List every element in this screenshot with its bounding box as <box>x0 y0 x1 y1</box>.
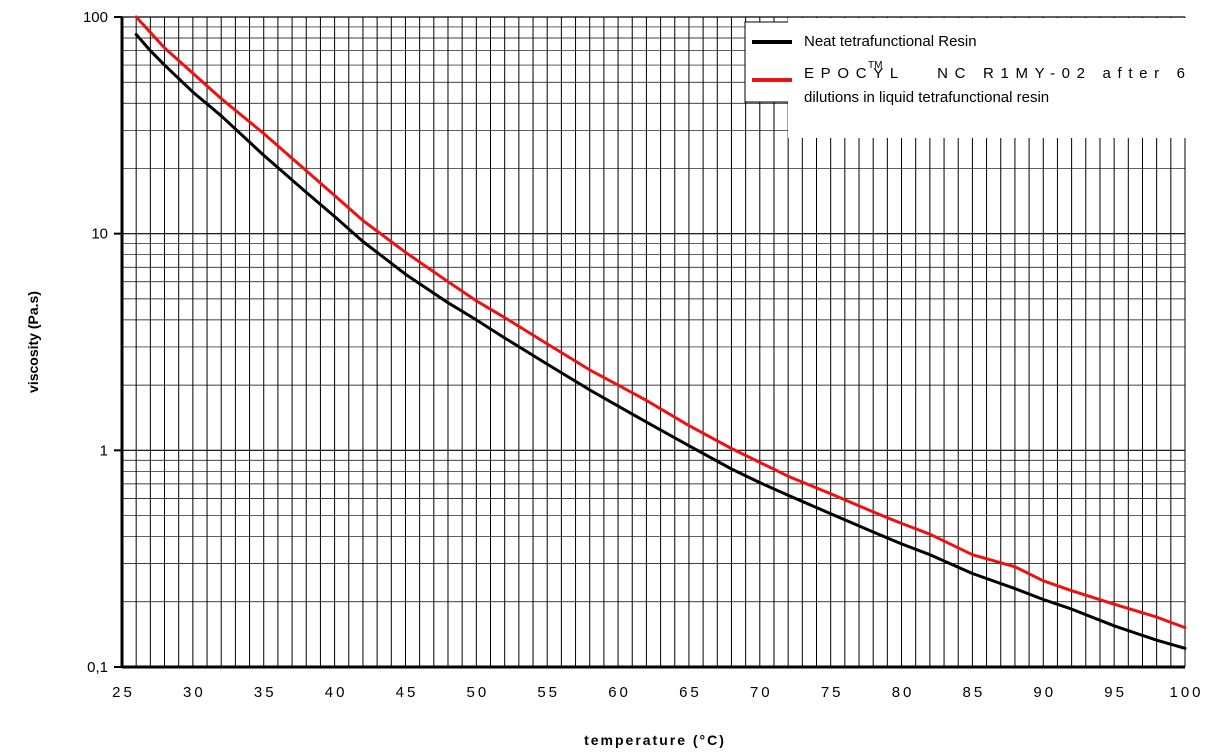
x-tick-label: 85 <box>963 684 986 701</box>
x-tick-label: 80 <box>892 684 915 701</box>
x-tick-label: 95 <box>1104 684 1127 701</box>
x-tick-label: 30 <box>183 684 206 701</box>
x-tick-label: 65 <box>679 684 702 701</box>
x-tick-label: 40 <box>325 684 348 701</box>
series-line-0 <box>134 33 1187 650</box>
legend-label-neat-resin: Neat tetrafunctional Resin <box>804 33 977 50</box>
x-tick-label: 50 <box>466 684 489 701</box>
y-tick-label: 1 <box>100 442 108 459</box>
chart-axes <box>114 16 1185 669</box>
legend-label-epocyl-line2: dilutions in liquid tetrafunctional resi… <box>804 89 1049 106</box>
x-tick-label: 90 <box>1033 684 1056 701</box>
y-tick-label: 100 <box>83 9 108 26</box>
x-tick-label: 75 <box>821 684 844 701</box>
x-tick-label: 70 <box>750 684 773 701</box>
legend: Neat tetrafunctional Resin EPOCYL NC R1M… <box>744 18 1190 138</box>
y-tick-label: 0,1 <box>87 659 108 676</box>
y-tick-labels: 0,1 1 10 100 <box>83 9 108 676</box>
x-tick-label: 60 <box>608 684 631 701</box>
legend-sup-tm: TM <box>868 60 882 71</box>
legend-background <box>788 18 1190 138</box>
y-axis-title: viscosity (Pa.s) <box>25 291 41 393</box>
series-line-1 <box>134 15 1187 630</box>
x-tick-label: 35 <box>254 684 277 701</box>
x-tick-label: 100 <box>1169 684 1203 701</box>
series-layer <box>134 15 1187 650</box>
x-tick-label: 25 <box>112 684 135 701</box>
x-tick-label: 45 <box>396 684 419 701</box>
y-tick-label: 10 <box>91 226 108 243</box>
x-axis-title: temperature (°C) <box>584 732 726 748</box>
x-tick-label: 55 <box>537 684 560 701</box>
x-tick-labels: 25 30 35 40 45 50 55 60 65 70 75 80 85 90 95 100 <box>112 684 1203 701</box>
